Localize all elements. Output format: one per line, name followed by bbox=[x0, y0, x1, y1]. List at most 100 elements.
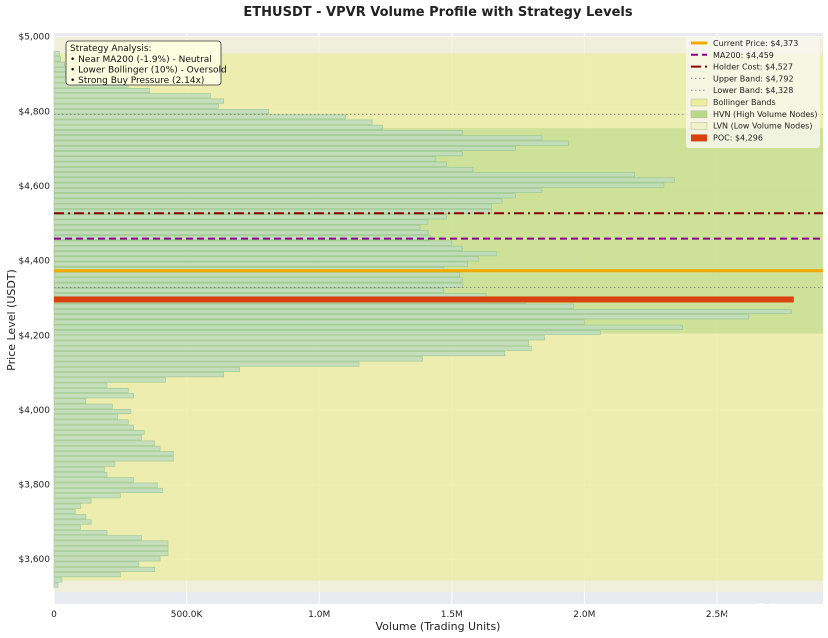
x-tick-label: 0 bbox=[51, 610, 57, 620]
volume-bar bbox=[53, 156, 437, 162]
volume-bar bbox=[53, 145, 516, 151]
volume-bar bbox=[53, 140, 569, 146]
volume-bar bbox=[53, 456, 174, 462]
legend-swatch bbox=[690, 122, 708, 130]
legend-swatch bbox=[690, 110, 708, 119]
volume-bar bbox=[53, 566, 156, 572]
legend-label: Bollinger Bands bbox=[713, 98, 776, 107]
volume-bar bbox=[53, 524, 81, 530]
x-tick-label: 500.0K bbox=[171, 610, 204, 620]
volume-bar bbox=[53, 519, 92, 525]
volume-bar bbox=[53, 419, 129, 425]
poc-bar bbox=[54, 296, 794, 303]
strategy-analysis-line: • Strong Buy Pressure (2.14x) bbox=[70, 76, 204, 86]
volume-bar bbox=[53, 540, 169, 546]
strategy-analysis-title: Strategy Analysis: bbox=[70, 44, 152, 54]
volume-bar bbox=[53, 466, 105, 472]
chart-title: ETHUSDT - VPVR Volume Profile with Strat… bbox=[243, 5, 632, 20]
volume-bar bbox=[53, 556, 161, 562]
volume-bar bbox=[53, 240, 453, 246]
volume-bar bbox=[53, 187, 543, 194]
legend-label: LVN (Low Volume Nodes) bbox=[713, 122, 812, 131]
volume-bar bbox=[53, 282, 463, 288]
watermark-text: @AI 看盘 bbox=[724, 602, 780, 618]
volume-bar bbox=[53, 372, 225, 378]
volume-bar bbox=[53, 472, 108, 478]
volume-bar bbox=[53, 166, 474, 172]
volume-bar bbox=[53, 119, 373, 125]
strategy-analysis-line: • Near MA200 (-1.9%) - Neutral bbox=[70, 55, 212, 65]
volume-bar bbox=[53, 103, 219, 109]
volume-bar bbox=[53, 461, 116, 467]
legend-label: POC: $4,296 bbox=[713, 133, 763, 142]
volume-bar bbox=[53, 177, 675, 183]
volume-bar bbox=[53, 551, 169, 557]
x-tick-label: 2.0M bbox=[573, 610, 595, 620]
y-tick-label: $3,600 bbox=[19, 555, 51, 565]
volume-bar bbox=[53, 414, 118, 420]
volume-bar bbox=[53, 577, 63, 583]
volume-bar bbox=[53, 482, 158, 488]
legend-label: Upper Band: $4,792 bbox=[713, 74, 794, 83]
volume-bar bbox=[53, 356, 423, 362]
volume-bar bbox=[53, 161, 447, 167]
volume-bar bbox=[53, 351, 506, 357]
volume-bar bbox=[53, 287, 445, 293]
volume-bar bbox=[53, 182, 665, 188]
volume-bar bbox=[53, 340, 529, 346]
volume-bar bbox=[53, 582, 59, 588]
volume-bar bbox=[53, 572, 121, 578]
volume-bar bbox=[53, 477, 134, 483]
volume-bar bbox=[53, 403, 113, 409]
volume-bar bbox=[53, 324, 683, 330]
volume-bar bbox=[53, 508, 76, 514]
x-axis-label: Volume (Trading Units) bbox=[376, 620, 501, 633]
strategy-analysis-line: • Lower Bollinger (10%) - Oversold bbox=[70, 66, 227, 76]
y-tick-label: $4,200 bbox=[19, 331, 51, 341]
volume-bar bbox=[53, 393, 134, 399]
volume-bar bbox=[53, 135, 543, 141]
volume-bar bbox=[53, 209, 492, 215]
volume-bar bbox=[53, 487, 164, 493]
volume-bar bbox=[53, 440, 156, 446]
volume-bar bbox=[53, 503, 81, 509]
volume-bar bbox=[53, 493, 121, 499]
volume-bar bbox=[53, 361, 360, 367]
volume-bar bbox=[53, 408, 132, 415]
volume-bar bbox=[53, 345, 532, 351]
volume-bar bbox=[53, 545, 169, 551]
legend-swatch bbox=[690, 98, 708, 107]
volume-bar bbox=[53, 98, 225, 104]
legend-box bbox=[686, 36, 820, 148]
volume-bar bbox=[53, 56, 61, 62]
volume-bar bbox=[53, 124, 384, 130]
legend-swatch bbox=[691, 134, 707, 142]
volume-bar bbox=[53, 198, 503, 204]
strategy-analysis-box bbox=[65, 40, 222, 86]
volume-bar bbox=[53, 219, 429, 225]
volume-bar bbox=[53, 445, 161, 451]
y-tick-label: $3,800 bbox=[19, 481, 51, 491]
volume-bar bbox=[53, 277, 463, 283]
x-tick-label: 2.5M bbox=[706, 610, 728, 620]
volume-bar bbox=[53, 151, 463, 157]
volume-bar bbox=[53, 535, 142, 541]
volume-bar bbox=[53, 256, 479, 262]
volume-bar bbox=[53, 424, 134, 430]
volume-bar bbox=[53, 114, 346, 120]
volume-bar bbox=[53, 561, 140, 567]
y-tick-label: $4,400 bbox=[19, 257, 51, 267]
volume-bar bbox=[53, 230, 429, 236]
legend-label: Current Price: $4,373 bbox=[713, 39, 798, 48]
volume-bar bbox=[53, 261, 468, 267]
volume-bar bbox=[53, 214, 447, 220]
volume-bar bbox=[53, 498, 92, 504]
legend-label: Holder Cost: $4,527 bbox=[713, 63, 793, 72]
volume-bar bbox=[53, 203, 492, 209]
volume-bar bbox=[53, 314, 750, 320]
volume-bar bbox=[53, 335, 545, 341]
volume-bar bbox=[53, 224, 421, 230]
volume-bar bbox=[53, 387, 129, 393]
